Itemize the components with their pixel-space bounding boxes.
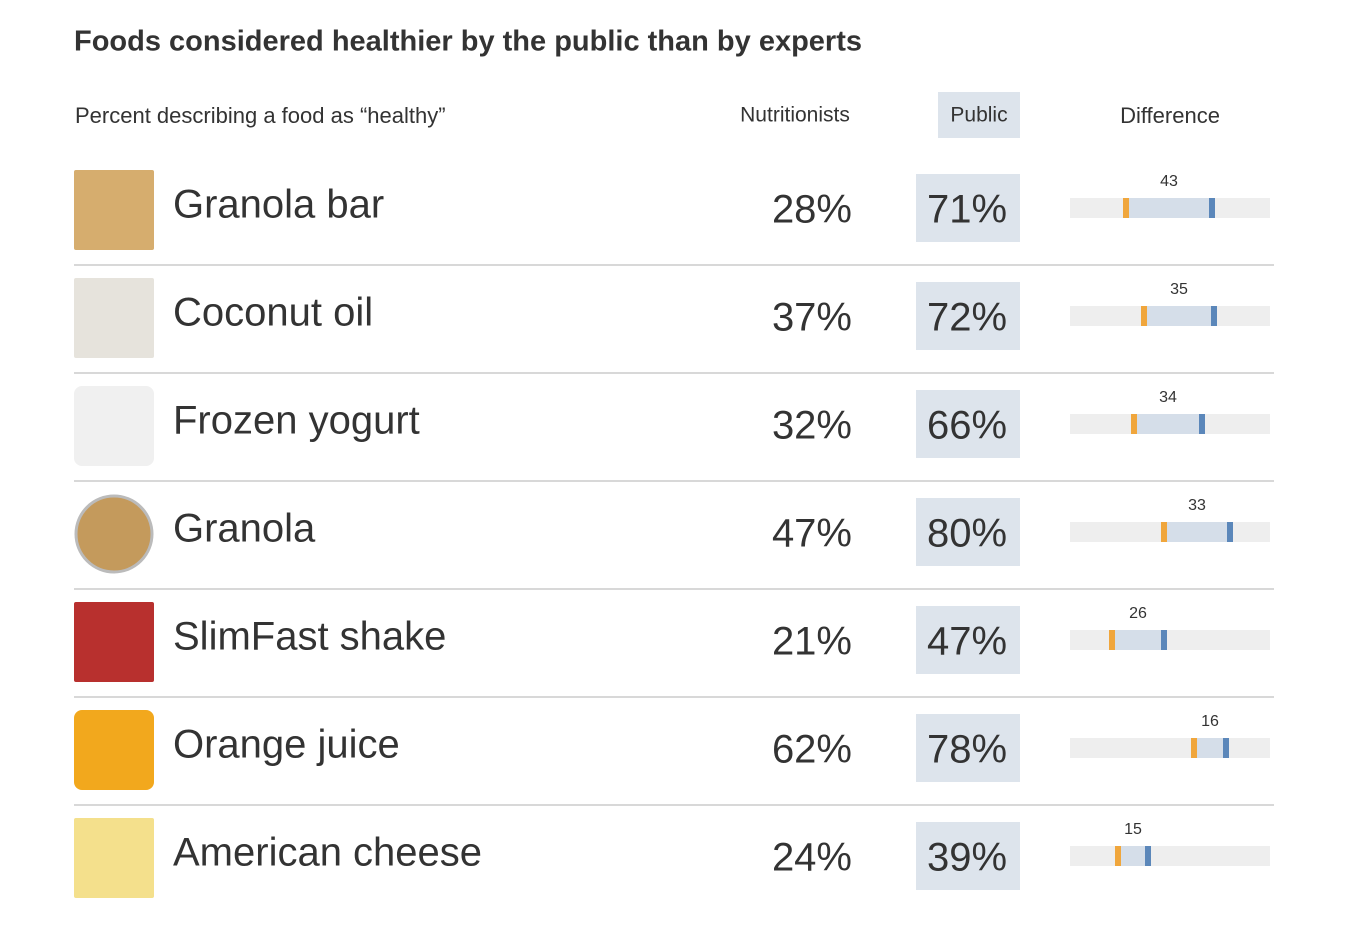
difference-range [1164,522,1230,542]
public-value: 71% [927,188,1007,232]
public-value: 39% [927,836,1007,880]
difference-range [1126,198,1212,218]
nutritionists-marker [1191,738,1197,758]
difference-label: 34 [1159,389,1177,406]
nutritionists-value: 28% [772,188,852,232]
nutritionists-value: 37% [772,296,852,340]
column-header: Public [950,104,1007,127]
public-marker [1199,414,1205,434]
difference-range [1134,414,1202,434]
nutritionists-marker [1131,414,1137,434]
header-highlight [938,92,1020,138]
column-header: Difference [1120,103,1220,128]
difference-label: 43 [1160,173,1178,190]
food-name: Orange juice [173,723,400,767]
difference-label: 26 [1129,605,1147,622]
food-icon [74,710,154,790]
public-highlight [916,498,1020,566]
nutritionists-marker [1141,306,1147,326]
public-value: 47% [927,620,1007,664]
public-highlight [916,606,1020,674]
nutritionists-marker [1123,198,1129,218]
difference-range [1112,630,1164,650]
difference-label: 35 [1170,281,1188,298]
nutritionists-marker [1161,522,1167,542]
food-icon [74,386,154,466]
public-value: 78% [927,728,1007,772]
food-name: American cheese [173,831,482,875]
nutritionists-marker [1115,846,1121,866]
public-highlight [916,282,1020,350]
public-marker [1211,306,1217,326]
food-icon [74,278,154,358]
nutritionists-value: 47% [772,512,852,556]
food-icon [74,170,154,250]
public-marker [1209,198,1215,218]
public-highlight [916,390,1020,458]
food-name: Frozen yogurt [173,399,420,443]
public-marker [1161,630,1167,650]
difference-label: 15 [1124,821,1142,838]
public-marker [1145,846,1151,866]
nutritionists-marker [1109,630,1115,650]
food-name: Granola [173,507,316,551]
food-name: Coconut oil [173,291,373,335]
public-value: 72% [927,296,1007,340]
nutritionists-value: 62% [772,728,852,772]
track [1070,630,1270,650]
food-icon [74,494,154,574]
subtitle: Percent describing a food as “healthy” [75,103,446,128]
difference-range [1144,306,1214,326]
public-highlight [916,822,1020,890]
difference-label: 16 [1201,713,1219,730]
difference-range [1118,846,1148,866]
public-value: 80% [927,512,1007,556]
nutritionists-value: 21% [772,620,852,664]
title: Foods considered healthier by the public… [74,26,862,58]
difference-label: 33 [1188,497,1206,514]
column-header: Nutritionists [740,104,850,127]
difference-range [1194,738,1226,758]
nutritionists-value: 24% [772,836,852,880]
public-marker [1223,738,1229,758]
nutritionists-value: 32% [772,404,852,448]
public-highlight [916,714,1020,782]
public-highlight [916,174,1020,242]
food-icon [74,602,154,682]
food-name: Granola bar [173,183,384,227]
public-value: 66% [927,404,1007,448]
track [1070,846,1270,866]
public-marker [1227,522,1233,542]
food-icon [74,818,154,898]
food-name: SlimFast shake [173,615,446,659]
track [1070,738,1270,758]
